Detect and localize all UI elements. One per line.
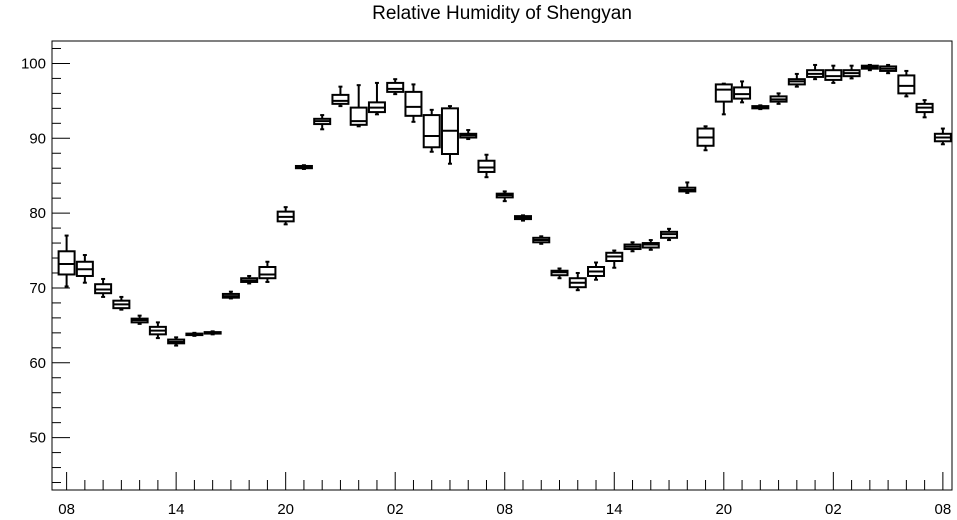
box-item [203,330,222,336]
box-item [459,129,478,141]
box-item [258,260,277,283]
box-iqr [349,106,368,126]
y-tick-label: 90 [29,130,46,147]
box-iqr [733,86,752,100]
box-item [185,331,204,337]
x-tick-label: 08 [935,501,952,518]
labels-layer: 50 60 70 80 90 100 08 14 20 02 08 14 20 02 08 [21,55,951,518]
box-item [331,85,350,108]
box-item [860,63,879,72]
x-tick-label: 08 [58,501,75,518]
box-item [495,190,514,203]
box-item [568,271,587,292]
box-item [915,99,934,119]
box-item [75,254,94,284]
box-item [513,214,532,222]
y-tick-label: 80 [29,205,46,222]
box-item [313,114,332,131]
box-item [477,153,496,179]
box-item [842,64,861,80]
box-iqr [258,265,277,280]
box-iqr [714,83,733,103]
box-iqr [331,93,350,105]
x-tick-label: 20 [715,501,732,518]
box-item [769,92,788,105]
y-tick-label: 60 [29,355,46,372]
box-item [221,290,240,300]
box-iqr [897,74,916,95]
plot-frame [51,40,953,491]
box-item [641,239,660,251]
box-item [112,295,131,311]
x-tick-label: 02 [825,501,842,518]
box-iqr [57,250,76,276]
box-item [678,181,697,194]
box-item [57,234,76,288]
box-item [605,249,624,269]
x-tick-label: 14 [606,501,623,518]
box-item [550,267,569,280]
box-item [933,127,952,146]
box-item [623,241,642,253]
box-item [367,81,386,116]
boxes-layer [57,63,952,347]
y-tick-label: 100 [21,55,46,72]
chart-title: Relative Humidity of Shengyan [372,3,632,24]
box-iqr [824,69,843,81]
box-item [897,69,916,98]
box-item [94,277,113,298]
box-item [404,83,423,123]
y-tick-label: 70 [29,280,46,297]
box-item [879,63,898,75]
box-iqr [422,114,441,149]
y-tick-label: 50 [29,430,46,447]
box-item [806,63,825,81]
box-item [167,336,186,347]
x-tick-label: 02 [387,501,404,518]
box-item [787,72,806,88]
box-item [422,108,441,153]
box-item [148,321,167,340]
box-item [386,78,405,96]
box-item [696,125,715,152]
box-iqr [386,81,405,93]
box-item [440,105,459,165]
box-iqr [477,159,496,173]
box-item [532,235,551,245]
x-tick-label: 14 [168,501,185,518]
box-item [714,82,733,116]
box-iqr [404,90,423,117]
x-tick-label: 08 [496,501,513,518]
box-item [733,80,752,104]
box-item [587,261,606,281]
axes-layer [51,40,953,491]
box-item [130,314,149,325]
box-item [276,206,295,226]
box-item [751,104,770,111]
box-item [349,84,368,128]
box-item [240,274,259,285]
box-item [294,164,313,170]
box-item [660,227,679,242]
box-item [824,64,843,84]
x-tick-label: 20 [277,501,294,518]
